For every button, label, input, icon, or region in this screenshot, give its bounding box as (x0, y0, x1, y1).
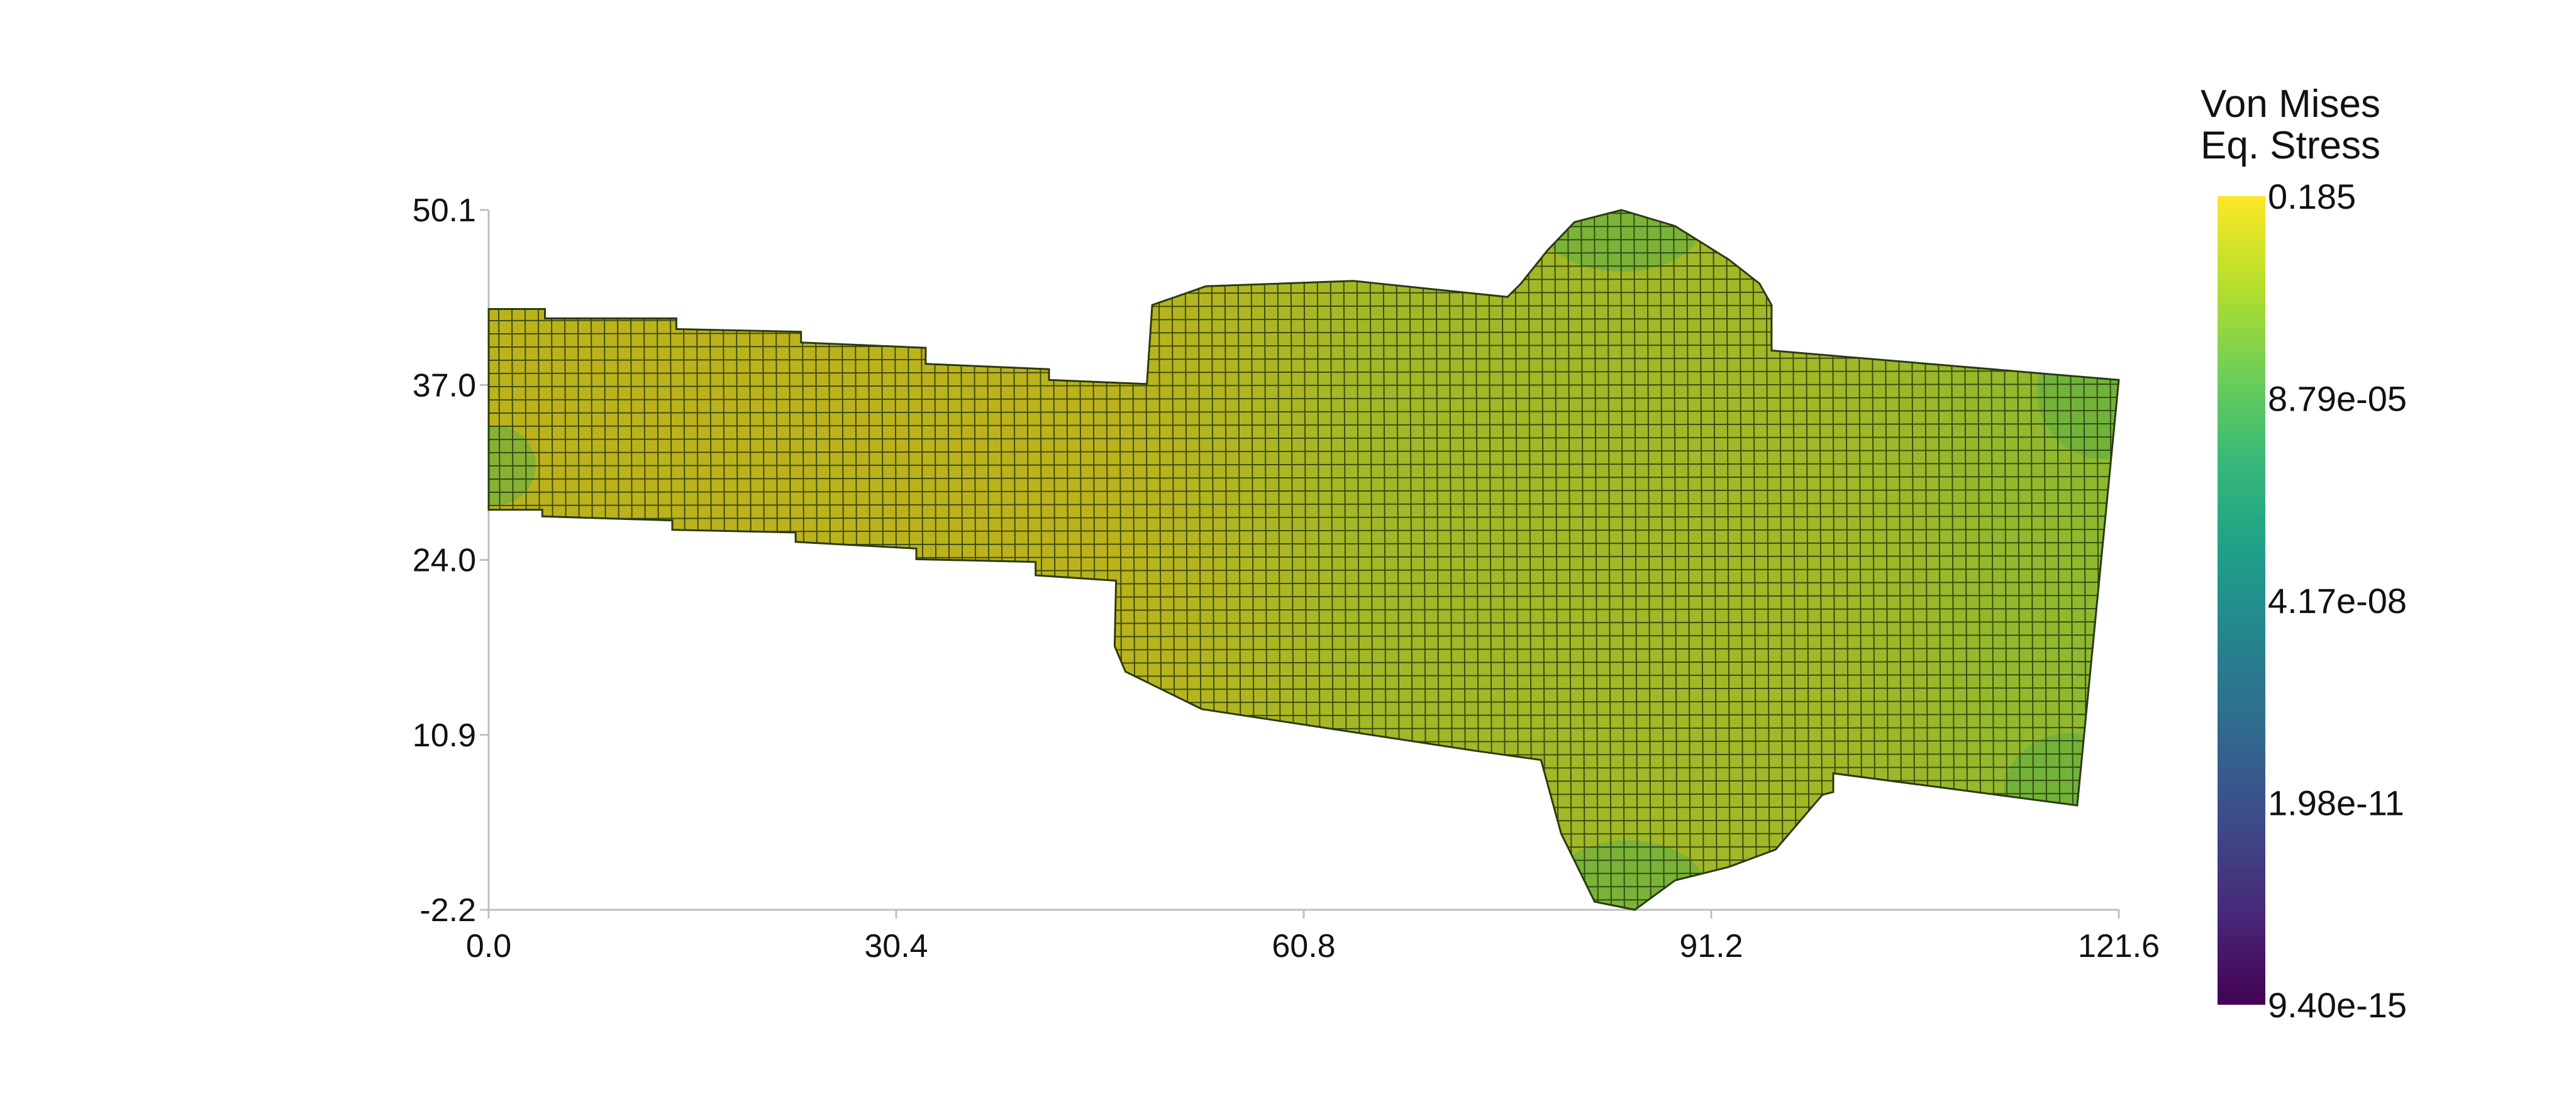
x-tick-label: 91.2 (1679, 928, 1743, 965)
colorbar-tick-label: 4.17e-08 (2268, 581, 2407, 621)
colorbar-tick-label: 8.79e-05 (2268, 379, 2407, 419)
colorbar-tick-label: 0.185 (2268, 177, 2356, 216)
y-tick-label: 50.1 (413, 192, 476, 229)
stress-spot-1 (1547, 840, 1709, 910)
x-tick-label: 60.8 (1272, 928, 1335, 965)
y-tick-label: -2.2 (419, 892, 476, 929)
y-tick-label: 37.0 (413, 367, 476, 404)
mesh-outline (487, 209, 2120, 911)
mesh-fill (489, 210, 2119, 910)
axes-group: 0.0 30.4 60.8 91.2 121.6 -2.2 10.9 24.0 37.0 50.1 (413, 192, 2160, 965)
x-tick-label: 0.0 (466, 928, 511, 965)
y-tick-label: 10.9 (413, 717, 476, 754)
colorbar-tick-label: 1.98e-11 (2268, 783, 2404, 823)
y-tick-label: 24.0 (413, 543, 476, 579)
colorbar-tick-label: 9.40e-15 (2268, 985, 2407, 1025)
x-tick-label: 121.6 (2078, 928, 2160, 965)
colorbar-title-line2: Eq. Stress (2201, 124, 2380, 167)
colorbar-title: Von Mises (2201, 82, 2380, 126)
x-tick-label: 30.4 (864, 928, 928, 965)
colorbar-gradient (2218, 196, 2265, 1005)
mesh-region (487, 209, 2120, 911)
